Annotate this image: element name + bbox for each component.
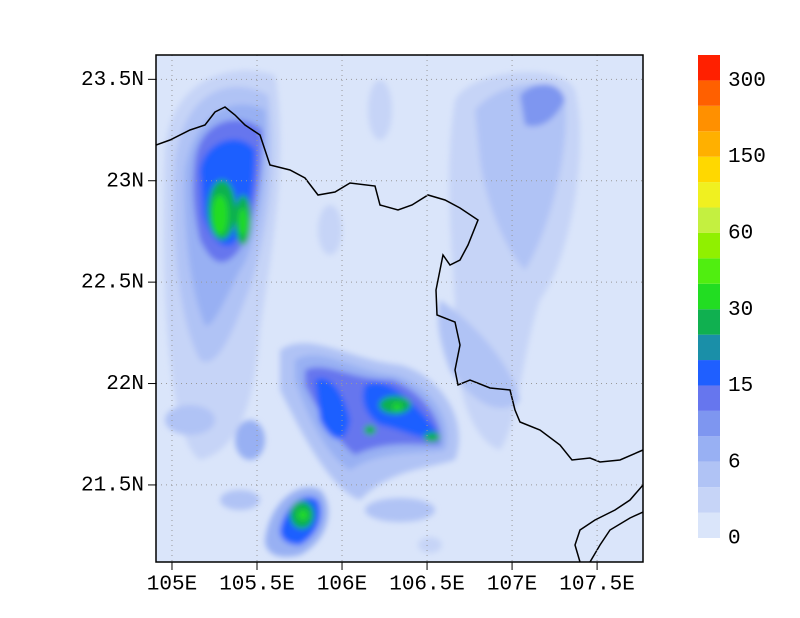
x-tick-label: 106.5E: [389, 574, 465, 597]
colorbar-box: [698, 156, 720, 183]
colorbar-box: [698, 360, 720, 386]
colorbar-box: [698, 461, 720, 488]
colorbar-box: [698, 309, 720, 335]
y-tick-label: 22.5N: [81, 272, 144, 295]
colorbar-box: [698, 207, 720, 233]
y-tick-label: 23.5N: [81, 69, 144, 92]
colorbar-label: 0: [728, 528, 741, 551]
y-tick-label: 21.5N: [81, 474, 144, 497]
colorbar-box: [698, 55, 720, 81]
y-tick-label: 23N: [106, 170, 144, 193]
colorbar-box: [698, 182, 720, 208]
y-tick-label: 22N: [106, 373, 144, 396]
colorbar-label: 60: [728, 222, 753, 245]
colorbar-box: [698, 512, 720, 538]
colorbar: 0 6 15 30 60 150 300: [698, 55, 766, 551]
axes: 105E 105.5E 106E 106.5E 107E 107.5E 21.5N 22N 22…: [81, 55, 643, 597]
contour-field: [156, 55, 643, 562]
colorbar-box: [698, 105, 720, 132]
colorbar-box: [698, 436, 720, 462]
border: [156, 106, 643, 463]
colorbar-label: 300: [728, 70, 766, 93]
colorbar-box: [698, 283, 720, 310]
plot-frame: [155, 54, 644, 563]
coastline: [574, 484, 643, 562]
x-tick-label: 105.5E: [219, 574, 295, 597]
colorbar-label: 6: [728, 451, 741, 474]
colorbar-box: [698, 385, 720, 411]
x-tick-label: 107.5E: [559, 574, 635, 597]
colorbar-box: [698, 487, 720, 513]
x-tick-label: 105E: [147, 574, 197, 597]
colorbar-box: [698, 232, 720, 259]
x-tick-label: 107E: [487, 574, 537, 597]
colorbar-box: [698, 131, 720, 157]
colorbar-box: [698, 80, 720, 106]
colorbar-label: 30: [728, 299, 753, 322]
colorbar-box: [698, 334, 720, 361]
x-tick-label: 106E: [317, 574, 367, 597]
colorbar-label: 150: [728, 146, 766, 169]
colorbar-box: [698, 410, 720, 437]
colorbar-box: [698, 258, 720, 284]
colorbar-label: 15: [728, 375, 753, 398]
